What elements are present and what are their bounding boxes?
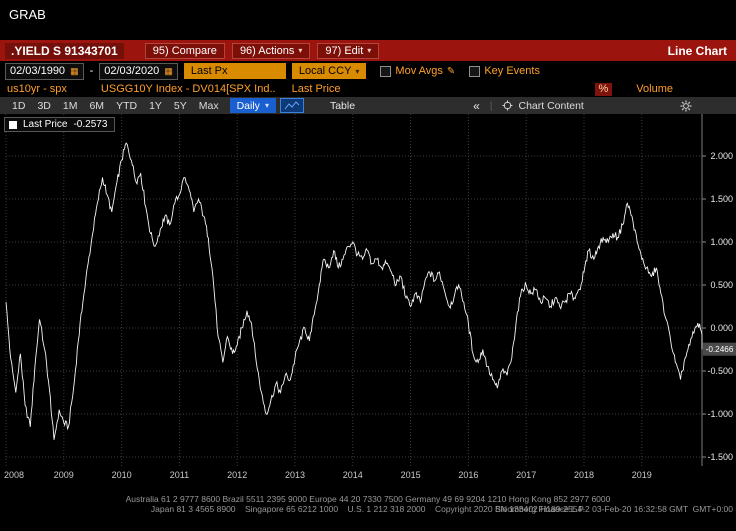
y-axis-label: 0.500	[710, 280, 733, 290]
price-field-select[interactable]: Last Px	[183, 63, 286, 79]
date-to-input[interactable]: 02/03/2020 ▦	[99, 62, 178, 80]
x-axis-label: 2018	[574, 470, 594, 480]
checkbox-icon	[469, 65, 481, 77]
footer: Australia 61 2 9777 8600 Brazil 5511 239…	[0, 491, 736, 531]
chart-content-label: Chart Content	[518, 99, 584, 112]
date-range-separator: -	[89, 65, 94, 77]
legend-value: -0.2573	[73, 119, 108, 130]
date-to-value: 02/03/2020	[104, 65, 160, 77]
last-price-badge	[703, 342, 736, 356]
checkbox-icon	[380, 65, 392, 77]
toolbar-divider: |	[489, 99, 493, 112]
x-axis-label: 2013	[285, 470, 305, 480]
footer-contacts-line1: Australia 61 2 9777 8600 Brazil 5511 239…	[125, 494, 611, 504]
chart-type-label: Line Chart	[667, 43, 727, 58]
y-axis-label: 2.000	[710, 151, 733, 161]
range-button-5y[interactable]: 5Y	[173, 99, 187, 112]
x-axis-label: 2019	[632, 470, 652, 480]
gear-icon	[680, 100, 692, 111]
y-axis-label: 1.500	[710, 194, 733, 204]
price-field-label: Last Price	[291, 83, 341, 95]
range-button-ytd[interactable]: YTD	[116, 99, 138, 112]
y-axis-label: -1.000	[707, 409, 733, 419]
actions-menu[interactable]: 96) Actions ▾	[231, 42, 311, 59]
settings-button[interactable]	[680, 100, 692, 112]
series-color-swatch	[9, 120, 17, 129]
table-button[interactable]: Table	[329, 99, 356, 112]
key-events-label: Key Events	[484, 65, 540, 77]
period-select[interactable]: Daily ▾	[229, 98, 276, 113]
x-axis-label: 2014	[343, 470, 363, 480]
price-line	[5, 142, 703, 440]
date-from-value: 02/03/1990	[10, 65, 66, 77]
price-chart[interactable]: 2008 2009 2010 2011 2012 2013 2014 2015 2016 2017…	[0, 114, 736, 491]
title-bar: .YIELD S 91343701 95) Compare 96) Action…	[0, 40, 736, 61]
mov-avgs-label: Mov Avgs	[395, 65, 443, 77]
security-row: us10yr - spx USGG10Y Index - DV014[SPX I…	[0, 81, 736, 97]
chart-area: Last Price -0.2573 2008 2009 2010 2011 2012 2…	[0, 114, 736, 491]
x-axis-label: 2016	[458, 470, 478, 480]
y-axis-label: -0.500	[707, 366, 733, 376]
edit-menu[interactable]: 97) Edit ▾	[317, 42, 380, 59]
x-axis-label: 2010	[112, 470, 132, 480]
line-chart-icon-button[interactable]	[279, 98, 304, 113]
compare-button[interactable]: 95) Compare	[144, 42, 225, 59]
x-axis-label: 2011	[170, 470, 189, 480]
footer-serial-text: SN 133402 H189-2554-2 03-Feb-20 16:32:58…	[495, 504, 733, 514]
range-button-3d[interactable]: 3D	[37, 99, 51, 112]
y-axis-label: -1.500	[707, 452, 733, 462]
chart-content-button[interactable]: Chart Content	[502, 99, 584, 112]
calendar-icon[interactable]: ▦	[164, 65, 173, 76]
last-price-badge-value: -0.2466	[706, 345, 734, 354]
compare-label: 95) Compare	[152, 44, 217, 57]
security-tab[interactable]: us10yr - spx	[7, 83, 67, 95]
range-button-1d[interactable]: 1D	[12, 99, 26, 112]
chart-toolbar: 1D 3D 1M 6M YTD 1Y 5Y Max Daily ▾ Table « | Cha…	[0, 97, 736, 114]
collapse-panel-button[interactable]: «	[473, 98, 480, 113]
range-button-6m[interactable]: 6M	[89, 99, 105, 112]
pencil-icon[interactable]: ✎	[446, 65, 456, 77]
chevron-down-icon: ▾	[355, 66, 360, 76]
x-axis-label: 2015	[401, 470, 421, 480]
security-formula: USGG10Y Index - DV014[SPX Ind..	[100, 83, 276, 95]
actions-label: 96) Actions	[239, 44, 295, 57]
range-button-max[interactable]: Max	[198, 99, 219, 112]
x-axis-label: 2009	[54, 470, 74, 480]
footer-contacts-line2: Japan 81 3 4565 8900 Singapore 65 6212 1…	[0, 504, 736, 514]
range-buttons: 1D 3D 1M 6M YTD 1Y 5Y Max	[6, 100, 225, 112]
period-value: Daily	[236, 99, 260, 112]
calendar-icon[interactable]: ▦	[70, 65, 79, 76]
line-chart-icon	[284, 100, 300, 109]
x-axis-label: 2012	[227, 470, 247, 480]
grab-label: GRAB	[9, 7, 46, 22]
chevron-down-icon: ▾	[298, 46, 303, 55]
y-axis-label: 1.000	[710, 237, 733, 247]
edit-label: 97) Edit	[325, 44, 364, 57]
chevron-down-icon: ▾	[367, 46, 372, 55]
chart-content-icon	[502, 100, 513, 111]
x-axis-label: 2008	[4, 470, 24, 480]
range-button-1y[interactable]: 1Y	[149, 99, 162, 112]
range-button-1m[interactable]: 1M	[62, 99, 78, 112]
chevron-down-icon: ▾	[264, 101, 269, 110]
x-axis-label: 2017	[516, 470, 536, 480]
security-command-field[interactable]: .YIELD S 91343701	[5, 42, 124, 59]
key-events-checkbox[interactable]: Key Events	[469, 65, 540, 77]
currency-select[interactable]: Local CCY ▾	[291, 63, 367, 79]
controls-row: 02/03/1990 ▦ - 02/03/2020 ▦ Last Px Loca…	[0, 61, 736, 81]
price-field-value: Last Px	[190, 65, 228, 77]
mov-avgs-checkbox[interactable]: Mov Avgs ✎	[380, 65, 455, 77]
date-from-input[interactable]: 02/03/1990 ▦	[5, 62, 84, 80]
grab-bar: GRAB	[0, 0, 736, 40]
percent-toggle[interactable]: %	[594, 82, 613, 96]
y-axis-label: 0.000	[710, 323, 733, 333]
footer-line2-text: Japan 81 3 4565 8900 Singapore 65 6212 1…	[150, 504, 586, 514]
chart-legend[interactable]: Last Price -0.2573	[4, 117, 116, 132]
volume-toggle[interactable]: Volume	[636, 83, 673, 95]
currency-value: Local CCY	[298, 65, 352, 77]
legend-label: Last Price	[23, 119, 68, 130]
